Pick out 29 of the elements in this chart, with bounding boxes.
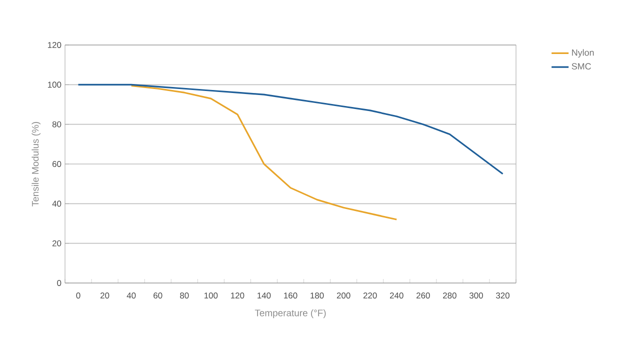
x-tick-label: 120: [231, 292, 244, 299]
y-tick-label: 20: [52, 240, 62, 246]
x-tick-label: 40: [126, 292, 136, 299]
x-axis-title: Temperature (°F): [254, 309, 326, 318]
x-tick-label: 240: [390, 292, 404, 299]
x-tick-label: 320: [496, 292, 510, 299]
x-tick-label: 160: [284, 292, 298, 299]
x-tick-label: 220: [363, 292, 377, 299]
x-tick-label: 180: [310, 292, 324, 299]
x-tick-label: 140: [258, 292, 271, 299]
y-tick-label: 40: [52, 200, 62, 207]
x-tick-label: 260: [416, 292, 430, 299]
x-tick-label: 200: [336, 292, 350, 299]
line-series: [130, 84, 398, 220]
y-tick-label: 0: [57, 280, 62, 286]
legend-label: Nylon: [572, 49, 594, 58]
y-tick-label: 100: [48, 82, 62, 88]
y-tick-label: 120: [48, 42, 62, 48]
x-tick-label: 80: [180, 292, 189, 299]
x-tick-label: 280: [443, 292, 456, 299]
y-tick-label: 60: [52, 161, 62, 167]
x-tick-label: 20: [100, 292, 110, 299]
y-axis-title: Tensile Modulus (%): [32, 122, 41, 206]
x-tick-label: 60: [154, 292, 162, 299]
legend-label: SMC: [572, 63, 591, 70]
x-tick-label: 300: [469, 292, 483, 299]
x-tick-label: 0: [76, 292, 80, 299]
y-tick-label: 80: [52, 121, 62, 128]
x-tick-label: 100: [204, 292, 218, 299]
